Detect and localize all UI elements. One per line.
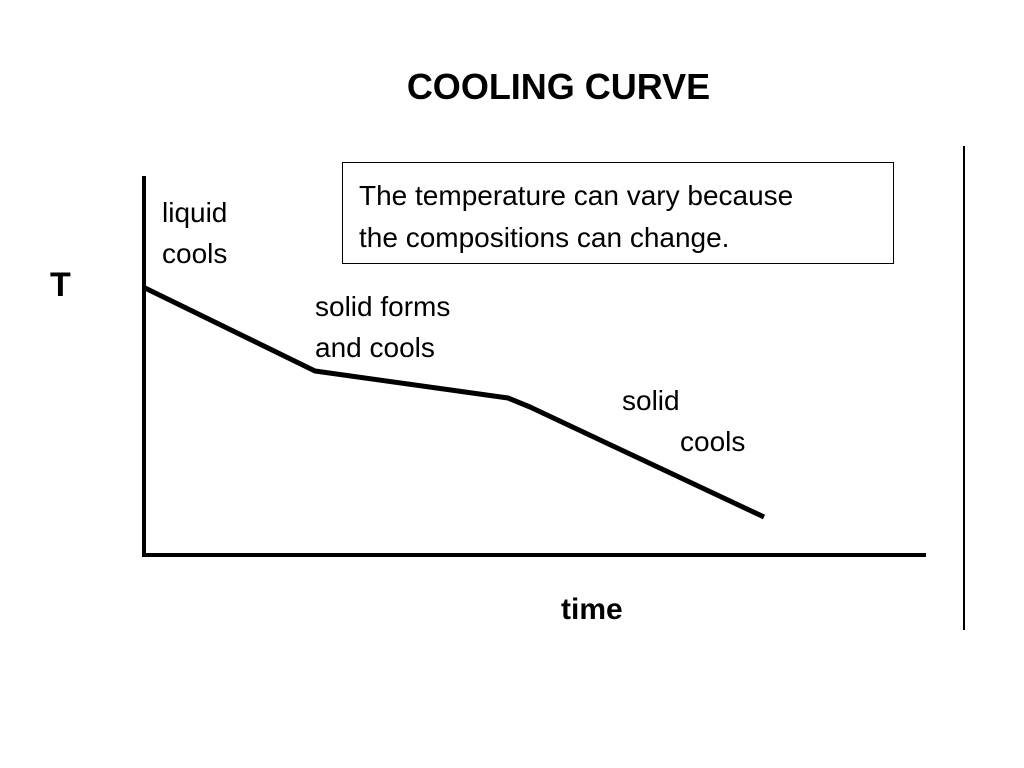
slide-title: COOLING CURVE — [406, 66, 711, 107]
solid-forms-line-1: solid forms — [315, 291, 451, 322]
solid-forms-label: solid forms and cools — [315, 286, 450, 368]
x-axis-label: time — [561, 593, 623, 626]
note-line-1: The temperature can vary because — [359, 180, 794, 211]
note-line-2: the compositions can change. — [359, 222, 730, 253]
solid-forms-line-2: and cools — [315, 332, 435, 363]
y-axis-label: T — [50, 266, 71, 304]
right-divider — [963, 146, 965, 630]
cooling-curve-line — [143, 285, 766, 520]
solid-cools-label: solid cools — [622, 380, 745, 462]
solid-cools-line-2: cools — [680, 426, 746, 457]
liquid-cools-line-1: liquid — [162, 197, 228, 228]
note-box: The temperature can vary because the com… — [342, 162, 894, 264]
liquid-cools-label: liquid cools — [162, 192, 227, 274]
solid-cools-line-1: solid — [622, 385, 680, 416]
liquid-cools-line-2: cools — [162, 238, 228, 269]
